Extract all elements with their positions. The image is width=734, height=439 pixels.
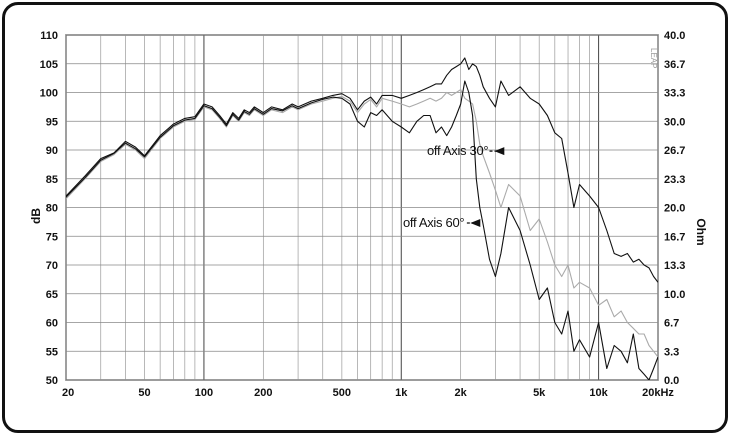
annotations: off Axis 30° off Axis 60° bbox=[403, 143, 505, 230]
x-tick-label: 1k bbox=[395, 387, 408, 399]
x-tick-label: 50 bbox=[138, 387, 150, 399]
y-tick-label: 70 bbox=[46, 260, 58, 272]
y2-tick-label: 20.0 bbox=[664, 203, 685, 215]
annotation-label: off Axis 60° bbox=[403, 215, 464, 230]
y2-tick-labels: 0.0 3.3 6.7 10.0 13.3 16.7 20.0 23.3 26.7 30.0 33.… bbox=[664, 30, 685, 387]
x-tick-labels: 20 50 100 200 500 1k 2k 5k 10k 20kHz bbox=[62, 387, 674, 399]
y2-tick-label: 26.7 bbox=[664, 145, 685, 157]
series-lines bbox=[66, 57, 658, 380]
arrowhead bbox=[470, 219, 481, 228]
y-tick-label: 55 bbox=[46, 346, 58, 358]
x-tick-label: 5k bbox=[533, 387, 546, 399]
x-tick-label: 500 bbox=[333, 387, 351, 399]
grid bbox=[65, 34, 659, 381]
y2-tick-label: 33.3 bbox=[664, 88, 685, 100]
arrowhead bbox=[494, 147, 505, 156]
y2-tick-label: 16.7 bbox=[664, 231, 685, 243]
y2-axis-label: Ohm bbox=[694, 218, 708, 245]
y-tick-label: 100 bbox=[40, 88, 58, 100]
x-tick-label: 200 bbox=[254, 387, 272, 399]
y-tick-label: 65 bbox=[46, 289, 58, 301]
y-axis-label: dB bbox=[29, 208, 43, 224]
x-tick-label: 2k bbox=[455, 387, 468, 399]
y2-tick-label: 3.3 bbox=[664, 346, 679, 358]
series-line-3 bbox=[66, 80, 658, 380]
y2-tick-label: 30.0 bbox=[664, 116, 685, 128]
y2-tick-label: 36.7 bbox=[664, 59, 685, 71]
y2-tick-label: 6.7 bbox=[664, 318, 679, 330]
y2-tick-label: 23.3 bbox=[664, 174, 685, 186]
y-tick-labels: 50 55 60 65 70 75 80 85 90 95 100 105 110 bbox=[40, 30, 58, 387]
annotation-label: off Axis 30° bbox=[427, 143, 488, 158]
y-tick-label: 85 bbox=[46, 174, 58, 186]
y-tick-label: 110 bbox=[40, 30, 58, 42]
x-tick-label: 10k bbox=[589, 387, 608, 399]
y-tick-label: 80 bbox=[46, 203, 58, 215]
x-tick-label: 100 bbox=[195, 387, 213, 399]
y2-tick-label: 13.3 bbox=[664, 260, 685, 272]
corner-label: LEAP bbox=[649, 48, 658, 68]
y-tick-label: 105 bbox=[40, 59, 58, 71]
y2-tick-label: 40.0 bbox=[664, 30, 685, 42]
x-tick-label: 20 bbox=[62, 387, 74, 399]
x-tick-label: 20kHz bbox=[642, 387, 674, 399]
series-line-1 bbox=[66, 57, 658, 283]
y2-tick-label: 0.0 bbox=[664, 375, 679, 387]
y-tick-label: 75 bbox=[46, 231, 58, 243]
y-tick-label: 50 bbox=[46, 375, 58, 387]
y-tick-label: 90 bbox=[46, 145, 58, 157]
y-tick-label: 95 bbox=[46, 116, 58, 128]
series-line-2 bbox=[66, 89, 658, 358]
y2-tick-label: 10.0 bbox=[664, 289, 685, 301]
y-tick-label: 60 bbox=[46, 318, 58, 330]
